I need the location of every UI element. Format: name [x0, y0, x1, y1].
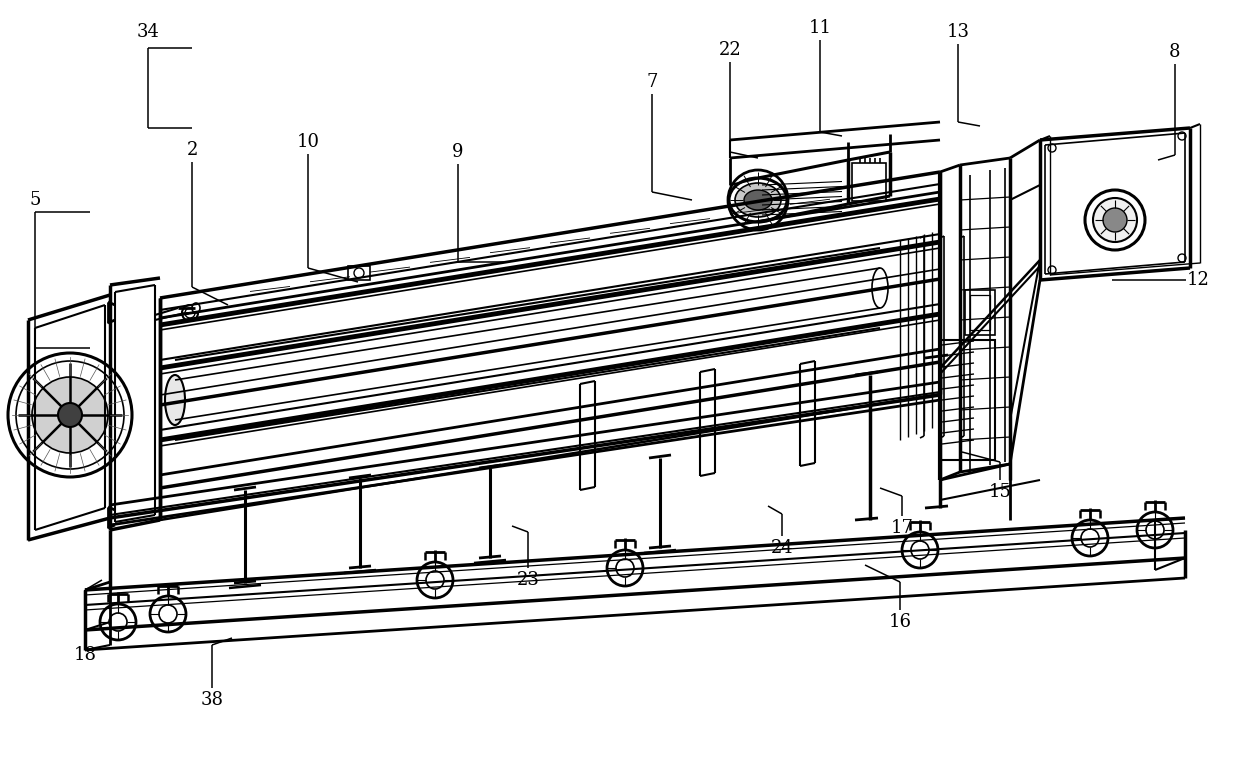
Circle shape — [32, 377, 108, 453]
Circle shape — [1085, 190, 1145, 250]
Text: 5: 5 — [30, 191, 41, 209]
Text: 11: 11 — [808, 19, 832, 37]
Text: 2: 2 — [186, 141, 197, 159]
Text: 12: 12 — [1187, 271, 1209, 289]
Text: 34: 34 — [136, 23, 160, 41]
Circle shape — [1092, 198, 1137, 242]
Text: 10: 10 — [296, 133, 320, 151]
Circle shape — [1104, 208, 1127, 232]
Ellipse shape — [744, 190, 773, 210]
Text: 22: 22 — [719, 41, 742, 59]
Text: 15: 15 — [988, 483, 1012, 501]
Circle shape — [1073, 520, 1109, 556]
Text: 38: 38 — [201, 691, 223, 709]
Ellipse shape — [192, 303, 200, 313]
Bar — [852, 163, 887, 201]
Circle shape — [417, 562, 453, 598]
Text: 9: 9 — [453, 143, 464, 161]
Ellipse shape — [729, 178, 787, 222]
Circle shape — [608, 550, 644, 586]
Bar — [940, 340, 994, 460]
Text: 13: 13 — [946, 23, 970, 41]
Ellipse shape — [872, 268, 888, 308]
Circle shape — [58, 403, 82, 427]
Circle shape — [901, 532, 937, 568]
Text: 8: 8 — [1169, 43, 1180, 61]
Bar — [348, 266, 370, 280]
Text: 7: 7 — [646, 73, 657, 91]
Ellipse shape — [165, 375, 185, 425]
Circle shape — [100, 604, 136, 640]
Circle shape — [182, 305, 198, 321]
Text: 17: 17 — [890, 519, 914, 537]
Text: 18: 18 — [73, 646, 97, 664]
Text: 24: 24 — [770, 539, 794, 557]
Bar — [965, 290, 994, 335]
Circle shape — [7, 353, 131, 477]
Circle shape — [1137, 512, 1173, 548]
Ellipse shape — [735, 183, 781, 217]
Text: 16: 16 — [889, 613, 911, 631]
Circle shape — [150, 596, 186, 632]
Bar — [970, 295, 990, 330]
Text: 23: 23 — [517, 571, 539, 589]
